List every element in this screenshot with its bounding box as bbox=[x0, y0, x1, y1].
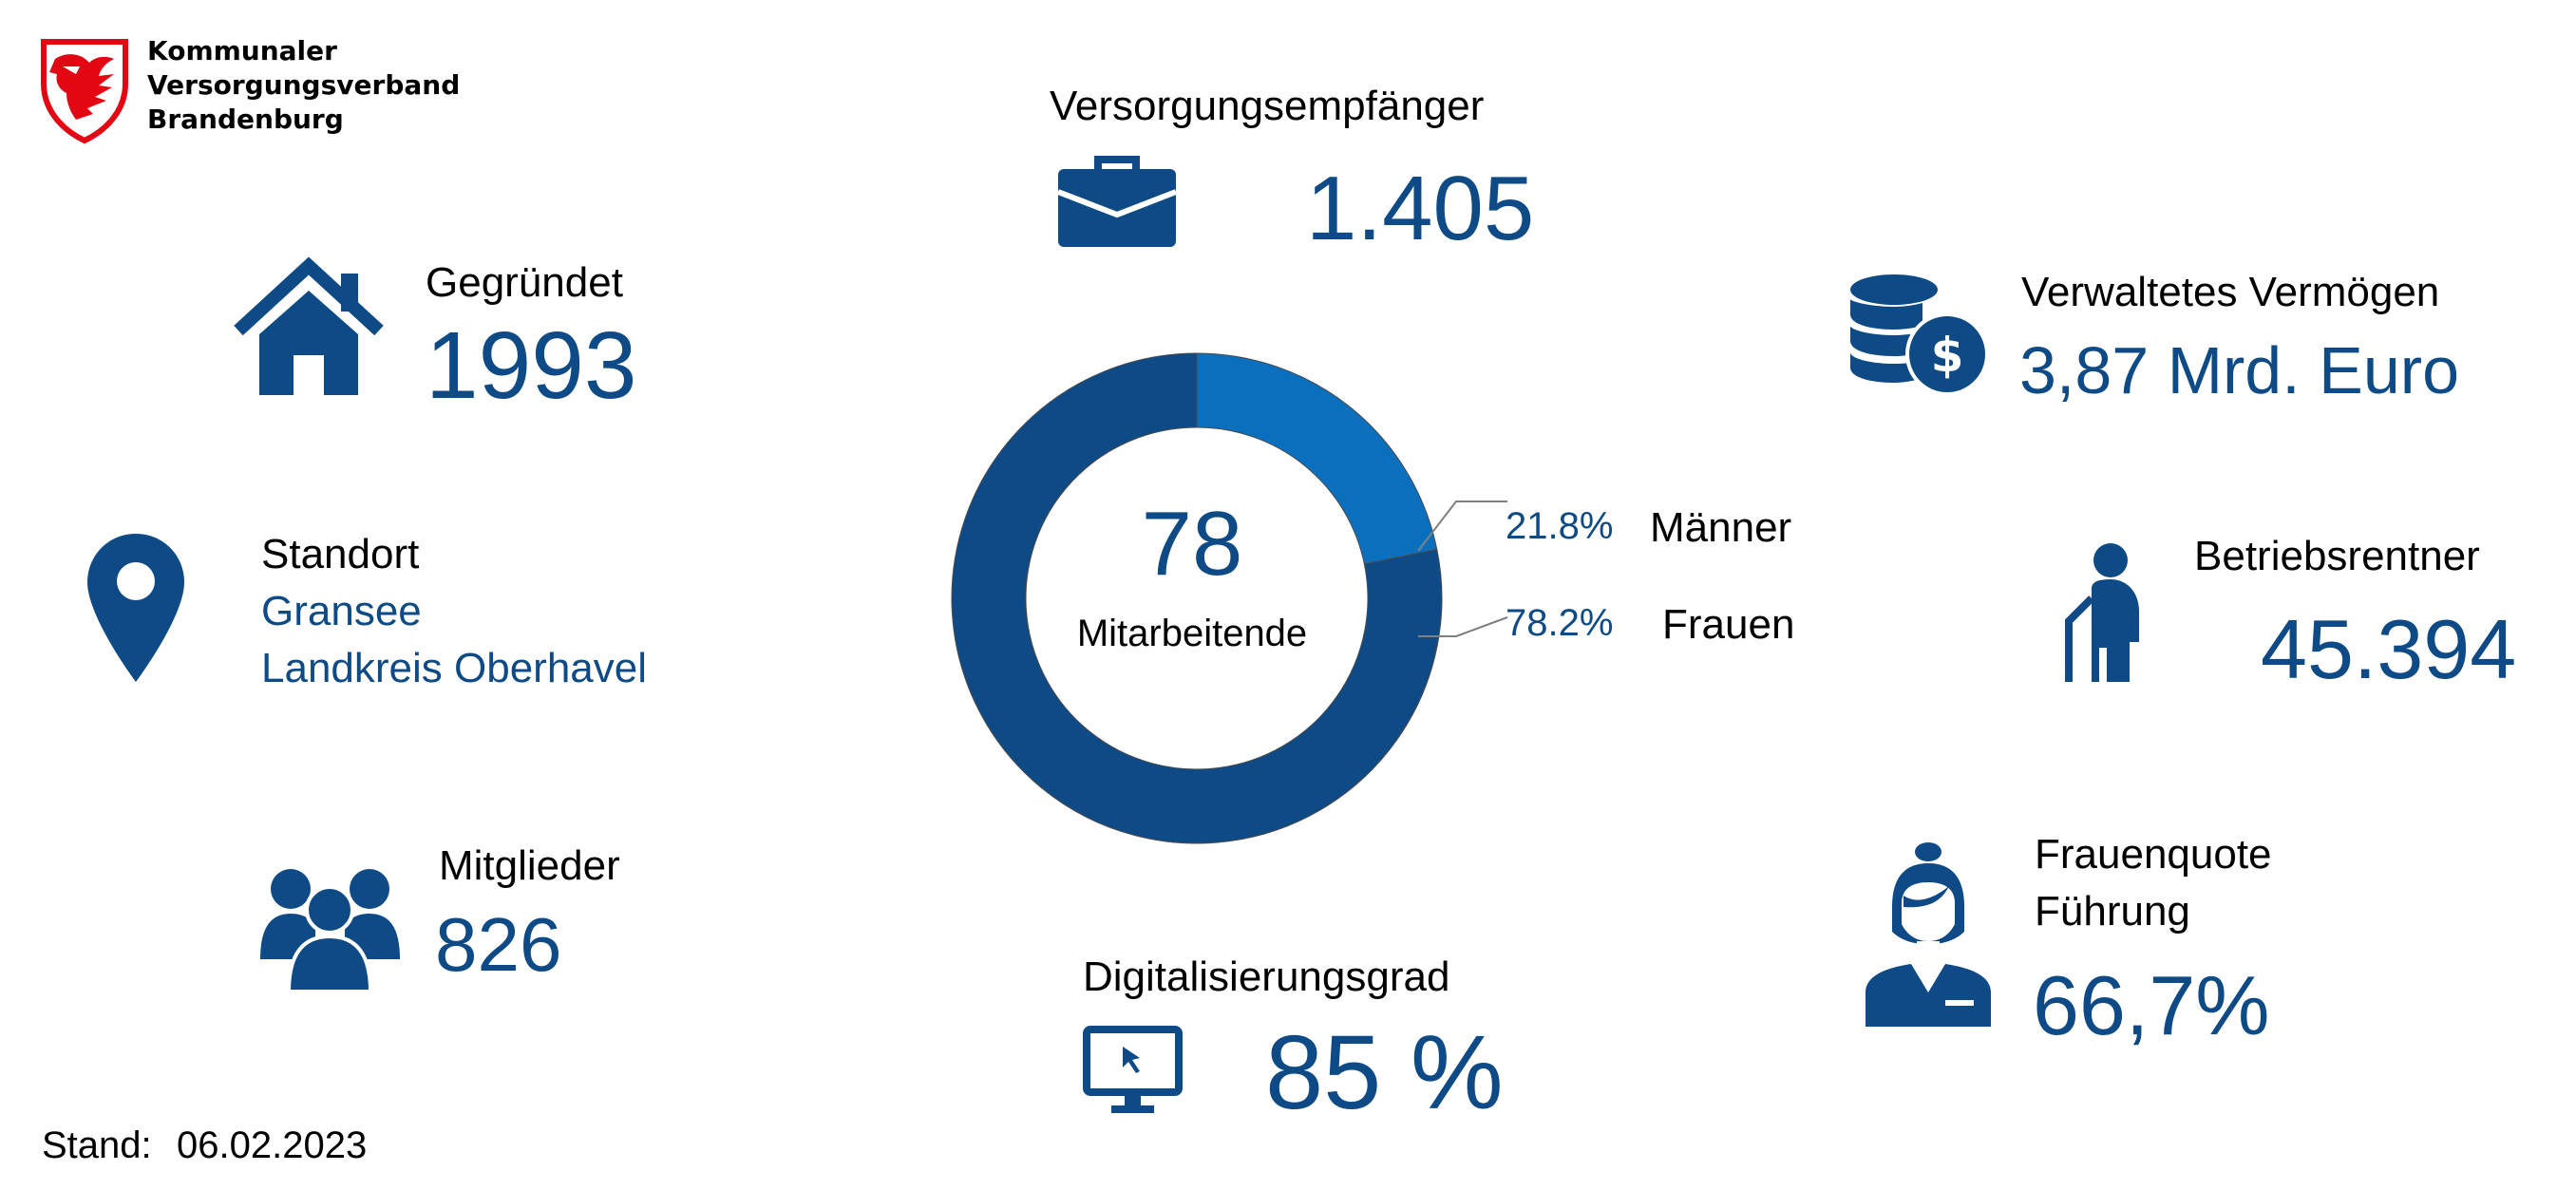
elderly-person-icon bbox=[2065, 543, 2139, 682]
chart-leader-lines bbox=[1417, 501, 1508, 637]
footer-date: 06.02.2023 bbox=[177, 1124, 368, 1166]
woman-icon bbox=[1866, 842, 1991, 1027]
company-pensioners-value: 45.394 bbox=[2261, 602, 2517, 696]
digitalization-label: Digitalisierungsgrad bbox=[1083, 954, 1450, 1000]
pension-recipients-label: Versorgungsempfänger bbox=[1050, 83, 1485, 129]
logo-eagle-icon bbox=[41, 39, 128, 144]
house-icon bbox=[234, 256, 384, 395]
company-pensioners-label: Betriebsrentner bbox=[2194, 533, 2480, 579]
women-quota-label-line1: Frauenquote bbox=[2035, 831, 2272, 878]
members-value: 826 bbox=[435, 902, 562, 987]
women-quota-value: 66,7% bbox=[2033, 958, 2270, 1052]
founded-label: Gegründet bbox=[426, 259, 623, 306]
employees-count: 78 bbox=[1141, 493, 1243, 595]
donut-slice-frauen bbox=[951, 352, 1443, 844]
pension-recipients-value: 1.405 bbox=[1306, 158, 1535, 259]
founded-value: 1993 bbox=[426, 312, 637, 419]
logo-text-line3: Brandenburg bbox=[147, 104, 344, 135]
monitor-icon bbox=[1083, 1026, 1183, 1113]
chart-label-women: Frauen bbox=[1662, 601, 1795, 648]
chart-label-men: Männer bbox=[1650, 504, 1792, 551]
footer-stand-label: Stand: bbox=[42, 1124, 152, 1166]
people-group-icon bbox=[260, 869, 400, 992]
employees-label: Mitarbeitende bbox=[1076, 613, 1308, 654]
logo-text-line2: Versorgungsverband bbox=[147, 69, 461, 101]
location-pin-icon bbox=[87, 534, 184, 682]
chart-label-men-percent: 21.8% bbox=[1506, 505, 1614, 547]
logo-text-line1: Kommunaler bbox=[147, 35, 337, 66]
assets-label: Verwaltetes Vermögen bbox=[2021, 269, 2440, 315]
chart-label-women-percent: 78.2% bbox=[1506, 602, 1614, 644]
digitalization-value: 85 % bbox=[1265, 1014, 1504, 1131]
briefcase-icon bbox=[1056, 156, 1178, 247]
coins-dollar-icon: $ bbox=[1850, 274, 1989, 396]
women-quota-label-line2: Führung bbox=[2035, 888, 2190, 935]
location-label: Standort bbox=[261, 531, 420, 577]
employees-donut-chart bbox=[951, 352, 1443, 844]
logo: Kommunaler Versorgungsverband Brandenbur… bbox=[38, 34, 460, 158]
svg-text:$: $ bbox=[1931, 328, 1964, 383]
assets-value: 3,87 Mrd. Euro bbox=[2019, 333, 2459, 407]
location-city: Gransee bbox=[261, 588, 422, 634]
location-district: Landkreis Oberhavel bbox=[261, 645, 648, 691]
members-label: Mitglieder bbox=[439, 842, 620, 889]
